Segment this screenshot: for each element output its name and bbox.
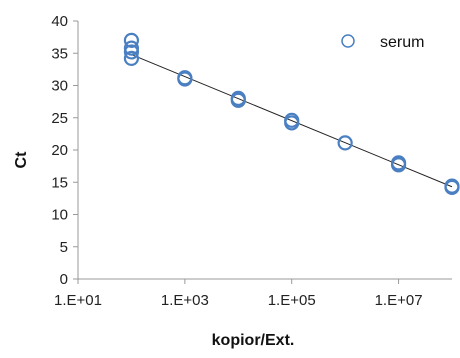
legend-marker-serum bbox=[341, 34, 355, 48]
x-tick-label: 1.E+03 bbox=[161, 292, 209, 309]
data-point bbox=[337, 135, 353, 151]
y-tick-label: 25 bbox=[51, 110, 68, 127]
y-tick-label: 30 bbox=[51, 78, 68, 95]
legend: serum bbox=[341, 34, 424, 51]
data-point bbox=[444, 179, 460, 196]
legend-label-serum: serum bbox=[380, 34, 424, 51]
data-point bbox=[177, 71, 193, 87]
x-tick-label: 1.E+05 bbox=[268, 292, 316, 309]
data-point bbox=[123, 44, 140, 60]
y-tick-label: 10 bbox=[51, 207, 68, 224]
data-point bbox=[390, 157, 407, 173]
data-point bbox=[284, 115, 300, 131]
data-points bbox=[123, 32, 460, 196]
y-tick-label: 5 bbox=[60, 239, 68, 256]
y-axis-ticks: 0 5 10 15 20 25 30 35 40 bbox=[51, 13, 78, 288]
x-tick-label: 1.E+07 bbox=[375, 292, 423, 309]
y-tick-label: 0 bbox=[60, 271, 68, 288]
y-tick-label: 40 bbox=[51, 13, 68, 30]
trendline bbox=[131, 54, 453, 188]
y-tick-label: 15 bbox=[51, 174, 68, 191]
y-tick-label: 20 bbox=[51, 142, 68, 159]
data-point bbox=[123, 50, 140, 67]
x-axis-title: kopior/Ext. bbox=[212, 332, 295, 349]
y-axis-title: Ct bbox=[13, 151, 30, 169]
x-tick-label: 1.E+01 bbox=[54, 292, 102, 309]
x-axis-ticks: 1.E+01 1.E+03 1.E+05 1.E+07 bbox=[54, 279, 423, 309]
data-point bbox=[230, 92, 246, 108]
data-point bbox=[123, 32, 140, 48]
y-tick-label: 35 bbox=[51, 45, 68, 62]
